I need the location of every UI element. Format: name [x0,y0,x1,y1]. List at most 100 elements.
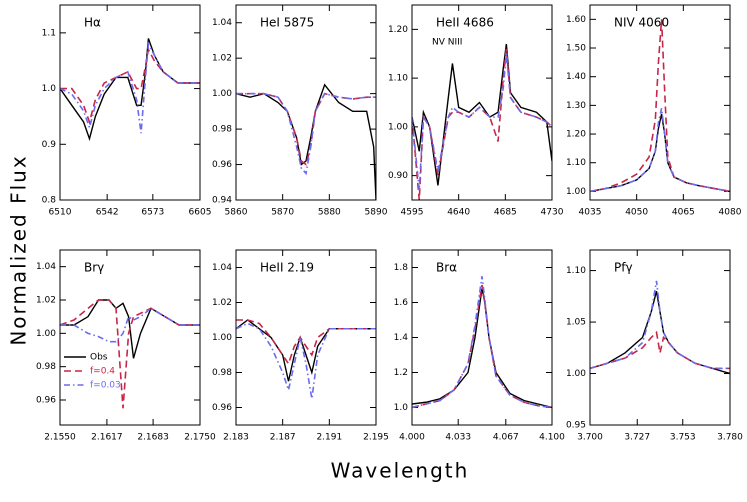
x-tick-label: 6605 [189,208,212,218]
panel: 0.95 1.00 1.05 1.10 3.700 3.727 3.753 3.780 Pfγ [566,249,743,443]
x-tick-label: 6542 [96,208,119,218]
x-tick-label: 4640 [447,208,470,218]
x-tick-label: 2.1550 [44,433,76,443]
panel-title: HeI 5875 [260,16,314,30]
spectrum-line [412,276,552,409]
y-tick-label: 0.98 [212,125,232,135]
spectrum-line [412,53,552,191]
y-tick-label: 1.20 [566,130,586,140]
x-tick-label: 3.780 [717,433,743,443]
y-tick-label: 0.90 [388,171,408,181]
y-tick-label: 1.10 [566,158,586,168]
y-tick-label: 0.96 [212,403,232,413]
panel: 0.8 0.9 1.0 1.1 6510 6542 6573 6605 Hα [42,4,212,218]
y-tick-label: 1.60 [566,15,586,25]
y-tick-label: 1.30 [566,101,586,111]
x-tick-label: 2.191 [316,433,342,443]
x-tick-label: 5860 [225,208,248,218]
y-tick-label: 1.04 [212,263,232,273]
x-tick-label: 2.1683 [137,433,169,443]
x-tick-label: 3.727 [624,433,650,443]
panel-title: Pfγ [614,261,633,275]
y-tick-label: 1.05 [566,318,586,328]
y-tick-label: 1.10 [566,266,586,276]
y-tick-label: 1.02 [212,54,232,64]
spectrum-line [590,280,730,370]
spectrum-line [412,48,552,200]
panel-frame [59,249,201,426]
y-tick-label: 1.02 [36,296,56,306]
y-tick-label: 0.9 [42,140,57,150]
y-tick-label: 1.00 [566,369,586,379]
panel-frame [411,249,553,426]
spectrum-line [60,41,200,134]
panel-frame [589,249,731,426]
y-tick-label: 1.10 [388,74,408,84]
spectrum-line [60,47,200,125]
x-axis-label: Wavelength [331,459,470,483]
panel-title: NIV 4060 [614,16,669,30]
x-tick-label: 3.700 [577,433,603,443]
y-tick-label: 1.50 [566,44,586,54]
x-tick-label: 4730 [541,208,564,218]
y-tick-label: 1.00 [212,89,232,99]
x-tick-label: 4.000 [399,433,425,443]
panel-frame [59,4,201,201]
panel-frame [589,4,731,201]
x-tick-label: 4050 [625,208,648,218]
panel-title: Brγ [84,261,104,275]
x-tick-label: 2.187 [270,433,296,443]
panel-frame [235,249,377,426]
spectrum-line [236,92,376,176]
y-tick-label: 1.40 [566,72,586,82]
panel: 0.96 0.98 1.00 1.02 1.04 2.183 2.187 2.191 2.195… [212,249,389,443]
spectrum-line [236,319,376,366]
y-tick-label: 1.02 [212,298,232,308]
legend-label: f=0.03 [90,381,121,391]
y-tick-label: 1.04 [36,262,56,272]
y-tick-label: 1.0 [42,84,57,94]
panel: 0.94 0.96 0.98 1.00 1.02 1.04 5860 5870 5880 5890… [212,4,388,218]
x-tick-label: 4.067 [493,433,519,443]
x-tick-label: 2.1750 [184,433,216,443]
y-tick-label: 0.96 [212,160,232,170]
y-tick-label: 1.00 [388,122,408,132]
spectrum-line [60,299,200,359]
spectrum-line [590,113,730,193]
panel: 0.90 1.00 1.10 1.20 4595 4640 4685 4730 HeII 468… [388,4,564,218]
y-axis-label: Normalized Flux [7,154,31,345]
y-tick-label: 0.95 [566,421,586,431]
x-tick-label: 5890 [365,208,388,218]
legend-label: Obs [90,353,108,363]
y-tick-label: 1.00 [36,329,56,339]
y-tick-label: 1.8 [394,263,409,273]
x-tick-label: 4.100 [539,433,565,443]
x-tick-label: 5870 [271,208,294,218]
spectrum-line [236,83,376,200]
y-tick-label: 1.04 [212,18,232,28]
x-tick-label: 4595 [401,208,424,218]
x-tick-label: 6510 [49,208,72,218]
panel: 1.00 1.10 1.20 1.30 1.40 1.50 1.60 4035 4050 4065… [566,4,742,218]
panel-title: HeII 4686 [436,16,494,30]
y-tick-label: 0.96 [36,396,56,406]
y-tick-label: 0.98 [36,362,56,372]
y-tick-label: 1.0 [394,403,409,413]
spectrum-line [236,92,376,166]
spectrum-line [60,299,200,409]
panel-title: HeII 2.19 [260,261,314,275]
annotation: NV NIII [432,38,462,48]
y-tick-label: 1.00 [566,187,586,197]
y-tick-label: 0.94 [212,196,232,206]
panel-frame [411,4,553,201]
x-tick-label: 4035 [579,208,602,218]
panel-title: Hα [84,16,101,30]
y-tick-label: 1.2 [394,368,408,378]
panel: 1.0 1.2 1.4 1.6 1.8 4.000 4.033 4.067 4.100 Brα [394,249,565,443]
x-tick-label: 2.195 [363,433,389,443]
x-tick-label: 4080 [719,208,742,218]
y-tick-label: 1.1 [42,28,56,38]
x-tick-label: 5880 [318,208,341,218]
panel-title: Brα [436,261,457,275]
